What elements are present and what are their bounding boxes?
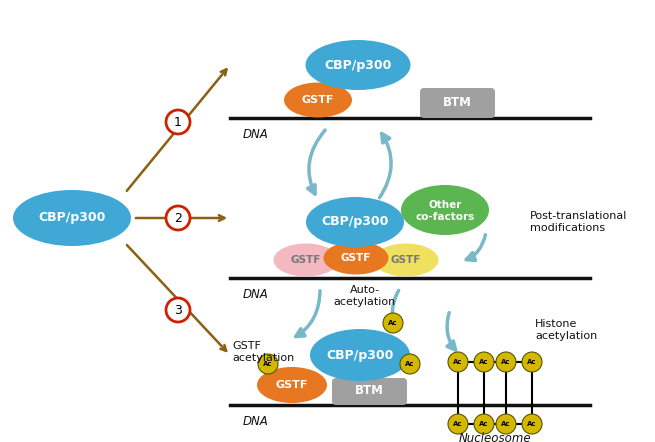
- Text: Nucleosome: Nucleosome: [458, 431, 531, 442]
- Text: CBP/p300: CBP/p300: [322, 216, 388, 229]
- Text: Histone
acetylation: Histone acetylation: [535, 319, 597, 341]
- Ellipse shape: [13, 190, 131, 246]
- Text: GSTF: GSTF: [341, 253, 371, 263]
- Circle shape: [166, 206, 190, 230]
- Text: BTM: BTM: [443, 96, 472, 110]
- Text: 3: 3: [174, 304, 182, 316]
- Ellipse shape: [401, 185, 489, 235]
- Text: GSTF: GSTF: [276, 380, 309, 390]
- Text: Ac: Ac: [479, 359, 489, 365]
- Circle shape: [448, 414, 468, 434]
- Circle shape: [474, 414, 494, 434]
- Text: Ac: Ac: [527, 359, 536, 365]
- Ellipse shape: [274, 244, 339, 277]
- Circle shape: [400, 354, 420, 374]
- Text: co-factors: co-factors: [415, 212, 475, 222]
- Text: Ac: Ac: [501, 421, 511, 427]
- Text: GSTF: GSTF: [291, 255, 321, 265]
- Text: GSTF
acetylation: GSTF acetylation: [232, 341, 294, 363]
- Text: Ac: Ac: [263, 361, 272, 367]
- Text: 2: 2: [174, 212, 182, 225]
- Text: Ac: Ac: [501, 359, 511, 365]
- Text: Auto-
acetylation: Auto- acetylation: [334, 285, 396, 307]
- Text: CBP/p300: CBP/p300: [326, 348, 394, 362]
- Ellipse shape: [257, 367, 327, 403]
- Ellipse shape: [305, 40, 411, 90]
- Circle shape: [522, 352, 542, 372]
- Text: GSTF: GSTF: [391, 255, 421, 265]
- Text: Ac: Ac: [527, 421, 536, 427]
- Text: CBP/p300: CBP/p300: [324, 58, 392, 72]
- Text: DNA: DNA: [243, 415, 269, 428]
- Circle shape: [166, 110, 190, 134]
- Ellipse shape: [284, 83, 352, 118]
- Text: Other: Other: [428, 200, 462, 210]
- Circle shape: [496, 414, 516, 434]
- Text: Ac: Ac: [405, 361, 415, 367]
- Ellipse shape: [310, 329, 410, 381]
- Circle shape: [383, 313, 403, 333]
- Text: Ac: Ac: [453, 421, 462, 427]
- Circle shape: [522, 414, 542, 434]
- Text: GSTF: GSTF: [302, 95, 334, 105]
- Circle shape: [474, 352, 494, 372]
- Circle shape: [448, 352, 468, 372]
- Text: 1: 1: [174, 115, 182, 129]
- Ellipse shape: [373, 244, 438, 277]
- Text: Ac: Ac: [479, 421, 489, 427]
- Ellipse shape: [306, 197, 404, 247]
- Text: Ac: Ac: [388, 320, 398, 326]
- FancyBboxPatch shape: [332, 378, 407, 405]
- Circle shape: [258, 354, 278, 374]
- Circle shape: [166, 298, 190, 322]
- Circle shape: [496, 352, 516, 372]
- Text: Ac: Ac: [453, 359, 462, 365]
- Text: CBP/p300: CBP/p300: [38, 212, 105, 225]
- Text: DNA: DNA: [243, 288, 269, 301]
- Text: BTM: BTM: [354, 385, 383, 397]
- Ellipse shape: [324, 241, 388, 274]
- Text: DNA: DNA: [243, 128, 269, 141]
- FancyBboxPatch shape: [420, 88, 495, 118]
- Text: Post-translational
modifications: Post-translational modifications: [530, 211, 627, 233]
